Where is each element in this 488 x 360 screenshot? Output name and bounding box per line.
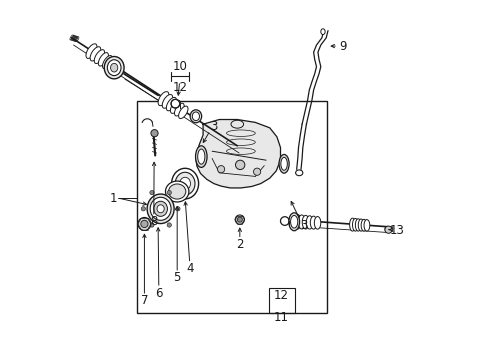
Ellipse shape xyxy=(174,103,184,116)
Text: 12: 12 xyxy=(172,81,187,94)
Ellipse shape xyxy=(94,50,104,63)
Circle shape xyxy=(141,207,145,211)
Text: 1: 1 xyxy=(109,192,117,204)
Ellipse shape xyxy=(171,168,198,199)
Ellipse shape xyxy=(110,63,118,72)
Ellipse shape xyxy=(298,215,305,229)
Bar xyxy=(268,288,294,313)
Circle shape xyxy=(138,217,151,230)
Ellipse shape xyxy=(320,29,325,35)
Text: 8: 8 xyxy=(150,215,157,228)
Polygon shape xyxy=(196,120,280,188)
Text: 3: 3 xyxy=(300,219,307,231)
Ellipse shape xyxy=(175,172,195,195)
Ellipse shape xyxy=(310,216,316,229)
Ellipse shape xyxy=(290,215,297,228)
Circle shape xyxy=(384,226,391,233)
Ellipse shape xyxy=(107,60,121,76)
Ellipse shape xyxy=(280,157,287,170)
Ellipse shape xyxy=(102,55,112,69)
Circle shape xyxy=(167,190,171,195)
Text: 12: 12 xyxy=(273,289,288,302)
Bar xyxy=(136,101,326,313)
Text: 7: 7 xyxy=(141,294,148,307)
Circle shape xyxy=(171,99,179,108)
Ellipse shape xyxy=(170,100,180,113)
Ellipse shape xyxy=(90,47,101,61)
Circle shape xyxy=(151,130,158,137)
Ellipse shape xyxy=(157,205,164,213)
Ellipse shape xyxy=(166,98,176,111)
Ellipse shape xyxy=(86,44,97,58)
Ellipse shape xyxy=(195,146,206,167)
Ellipse shape xyxy=(355,219,361,231)
Ellipse shape xyxy=(147,194,174,224)
Text: 3: 3 xyxy=(210,120,217,133)
Ellipse shape xyxy=(179,177,190,190)
Ellipse shape xyxy=(98,53,108,66)
Text: 5: 5 xyxy=(173,271,181,284)
Ellipse shape xyxy=(288,213,299,231)
Circle shape xyxy=(217,166,224,173)
Ellipse shape xyxy=(104,57,124,79)
Ellipse shape xyxy=(363,220,369,231)
Ellipse shape xyxy=(178,106,187,118)
Circle shape xyxy=(175,207,180,211)
Text: 9: 9 xyxy=(339,40,346,53)
Text: 13: 13 xyxy=(388,224,404,237)
Circle shape xyxy=(167,223,171,227)
Circle shape xyxy=(237,217,242,222)
Circle shape xyxy=(141,220,148,228)
Ellipse shape xyxy=(352,219,358,231)
Ellipse shape xyxy=(162,95,172,108)
Ellipse shape xyxy=(106,58,116,71)
Text: 10: 10 xyxy=(172,60,187,73)
Ellipse shape xyxy=(305,216,312,229)
Ellipse shape xyxy=(158,91,168,106)
Circle shape xyxy=(149,190,154,195)
Circle shape xyxy=(235,215,244,224)
Circle shape xyxy=(235,160,244,170)
Ellipse shape xyxy=(358,219,363,231)
Ellipse shape xyxy=(361,219,366,231)
Text: 6: 6 xyxy=(155,287,162,300)
Ellipse shape xyxy=(349,218,355,231)
Ellipse shape xyxy=(165,181,188,202)
Ellipse shape xyxy=(192,112,199,121)
Circle shape xyxy=(253,168,260,175)
Ellipse shape xyxy=(279,154,288,173)
Ellipse shape xyxy=(153,201,167,216)
Circle shape xyxy=(149,223,154,227)
Text: 11: 11 xyxy=(273,311,288,324)
Ellipse shape xyxy=(190,110,201,123)
Ellipse shape xyxy=(302,215,308,229)
Ellipse shape xyxy=(168,184,185,199)
Ellipse shape xyxy=(150,197,171,220)
Text: 4: 4 xyxy=(185,262,193,275)
Ellipse shape xyxy=(294,215,301,229)
Text: 2: 2 xyxy=(236,238,243,251)
Ellipse shape xyxy=(314,217,320,229)
Ellipse shape xyxy=(295,170,302,176)
Ellipse shape xyxy=(197,149,204,164)
